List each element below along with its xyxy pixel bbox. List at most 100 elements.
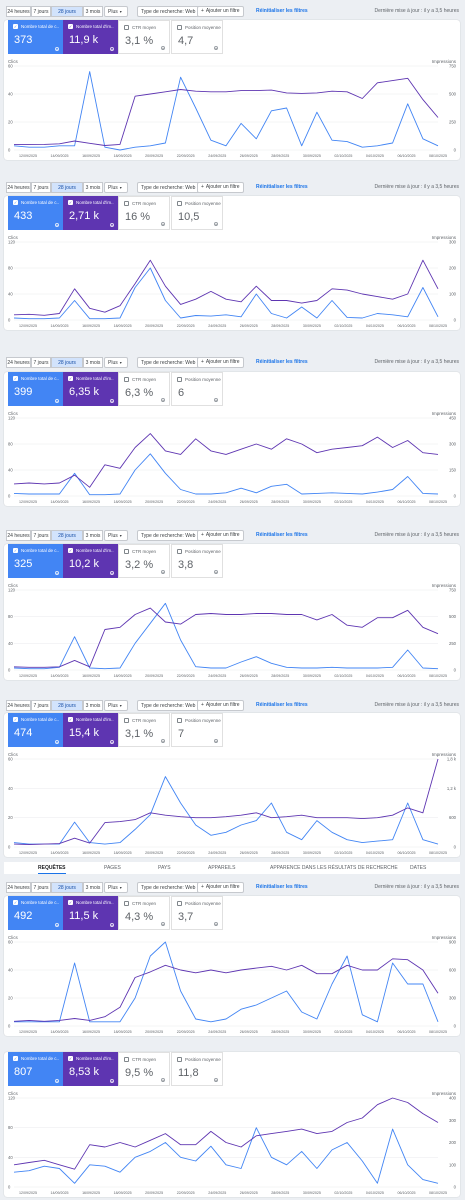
total-impressions-card[interactable]: ✓ Nombre total d'im... 11,9 k? xyxy=(63,20,118,54)
checkbox-icon[interactable] xyxy=(124,718,129,723)
average-ctr-card[interactable]: CTR moyen 6,3 %? xyxy=(118,372,170,406)
help-icon[interactable]: ? xyxy=(55,571,59,576)
help-icon[interactable]: ? xyxy=(161,46,165,51)
range-option-2[interactable]: 28 jours xyxy=(51,6,83,17)
average-position-card[interactable]: Position moyenne 10,5? xyxy=(171,196,223,230)
total-impressions-card[interactable]: ✓ Nombre total d'im... 10,2 k? xyxy=(63,544,118,578)
total-clicks-card[interactable]: ✓ Nombre total de c... 492? xyxy=(8,896,63,930)
more-ranges-button[interactable]: Plus ▾ xyxy=(104,6,128,17)
checkbox-icon[interactable]: ✓ xyxy=(68,717,73,722)
checkbox-icon[interactable]: ✓ xyxy=(68,200,73,205)
checkbox-icon[interactable]: ✓ xyxy=(68,376,73,381)
checkbox-icon[interactable]: ✓ xyxy=(13,24,18,29)
range-option-2[interactable]: 28 jours xyxy=(51,182,83,193)
tab-apparence[interactable]: APPARENCE DANS LES RÉSULTATS DE RECHERCH… xyxy=(270,865,398,871)
more-ranges-button[interactable]: Plus ▾ xyxy=(104,530,128,541)
average-ctr-card[interactable]: CTR moyen 4,3 %? xyxy=(118,896,170,930)
tab-pays[interactable]: PAYS xyxy=(158,865,171,871)
help-icon[interactable]: ? xyxy=(110,399,114,404)
range-option-2[interactable]: 28 jours xyxy=(51,357,83,368)
range-option-0[interactable]: 24 heures xyxy=(6,700,31,711)
search-type-filter[interactable]: Type de recherche: Web▾ xyxy=(137,530,204,541)
range-option-0[interactable]: 24 heures xyxy=(6,530,31,541)
help-icon[interactable]: ? xyxy=(214,46,218,51)
help-icon[interactable]: ? xyxy=(110,571,114,576)
range-option-1[interactable]: 7 jours xyxy=(31,700,51,711)
help-icon[interactable]: ? xyxy=(110,223,114,228)
average-position-card[interactable]: Position moyenne 11,8? xyxy=(171,1052,223,1086)
checkbox-icon[interactable] xyxy=(177,901,182,906)
help-icon[interactable]: ? xyxy=(55,47,59,52)
help-icon[interactable]: ? xyxy=(214,922,218,927)
average-ctr-card[interactable]: CTR moyen 3,1 %? xyxy=(118,20,170,54)
checkbox-icon[interactable] xyxy=(177,549,182,554)
reset-filters-link[interactable]: Réinitialiser les filtres xyxy=(256,359,308,365)
help-icon[interactable]: ? xyxy=(161,739,165,744)
add-filter-button[interactable]: + Ajouter un filtre xyxy=(197,530,244,541)
range-option-0[interactable]: 24 heures xyxy=(6,6,31,17)
checkbox-icon[interactable]: ✓ xyxy=(68,24,73,29)
checkbox-icon[interactable] xyxy=(177,718,182,723)
checkbox-icon[interactable] xyxy=(177,1057,182,1062)
help-icon[interactable]: ? xyxy=(55,923,59,928)
total-impressions-card[interactable]: ✓ Nombre total d'im... 2,71 k? xyxy=(63,196,118,230)
checkbox-icon[interactable]: ✓ xyxy=(13,1056,18,1061)
checkbox-icon[interactable] xyxy=(124,201,129,206)
search-type-filter[interactable]: Type de recherche: Web▾ xyxy=(137,182,204,193)
total-impressions-card[interactable]: ✓ Nombre total d'im... 11,5 k? xyxy=(63,896,118,930)
average-ctr-card[interactable]: CTR moyen 16 %? xyxy=(118,196,170,230)
reset-filters-link[interactable]: Réinitialiser les filtres xyxy=(256,884,308,890)
more-ranges-button[interactable]: Plus ▾ xyxy=(104,357,128,368)
more-ranges-button[interactable]: Plus ▾ xyxy=(104,700,128,711)
reset-filters-link[interactable]: Réinitialiser les filtres xyxy=(256,8,308,14)
range-option-0[interactable]: 24 heures xyxy=(6,882,31,893)
checkbox-icon[interactable] xyxy=(177,201,182,206)
checkbox-icon[interactable]: ✓ xyxy=(13,200,18,205)
more-ranges-button[interactable]: Plus ▾ xyxy=(104,182,128,193)
range-option-3[interactable]: 3 mois xyxy=(83,182,103,193)
total-clicks-card[interactable]: ✓ Nombre total de c... 373? xyxy=(8,20,63,54)
search-type-filter[interactable]: Type de recherche: Web▾ xyxy=(137,6,204,17)
range-option-1[interactable]: 7 jours xyxy=(31,6,51,17)
checkbox-icon[interactable]: ✓ xyxy=(13,548,18,553)
help-icon[interactable]: ? xyxy=(55,740,59,745)
range-option-1[interactable]: 7 jours xyxy=(31,357,51,368)
checkbox-icon[interactable] xyxy=(124,377,129,382)
range-option-1[interactable]: 7 jours xyxy=(31,182,51,193)
checkbox-icon[interactable] xyxy=(124,901,129,906)
checkbox-icon[interactable] xyxy=(177,25,182,30)
help-icon[interactable]: ? xyxy=(110,1079,114,1084)
tab-pages[interactable]: PAGES xyxy=(104,865,121,871)
help-icon[interactable]: ? xyxy=(214,222,218,227)
checkbox-icon[interactable] xyxy=(124,25,129,30)
help-icon[interactable]: ? xyxy=(214,1078,218,1083)
help-icon[interactable]: ? xyxy=(161,222,165,227)
help-icon[interactable]: ? xyxy=(55,1079,59,1084)
add-filter-button[interactable]: + Ajouter un filtre xyxy=(197,700,244,711)
range-option-0[interactable]: 24 heures xyxy=(6,182,31,193)
total-clicks-card[interactable]: ✓ Nombre total de c... 433? xyxy=(8,196,63,230)
range-option-1[interactable]: 7 jours xyxy=(31,530,51,541)
help-icon[interactable]: ? xyxy=(110,923,114,928)
total-impressions-card[interactable]: ✓ Nombre total d'im... 8,53 k? xyxy=(63,1052,118,1086)
range-option-2[interactable]: 28 jours xyxy=(51,882,83,893)
range-option-3[interactable]: 3 mois xyxy=(83,700,103,711)
total-clicks-card[interactable]: ✓ Nombre total de c... 807? xyxy=(8,1052,63,1086)
average-position-card[interactable]: Position moyenne 4,7? xyxy=(171,20,223,54)
range-option-1[interactable]: 7 jours xyxy=(31,882,51,893)
checkbox-icon[interactable] xyxy=(177,377,182,382)
reset-filters-link[interactable]: Réinitialiser les filtres xyxy=(256,702,308,708)
average-ctr-card[interactable]: CTR moyen 9,5 %? xyxy=(118,1052,170,1086)
checkbox-icon[interactable]: ✓ xyxy=(13,717,18,722)
total-clicks-card[interactable]: ✓ Nombre total de c... 325? xyxy=(8,544,63,578)
range-option-2[interactable]: 28 jours xyxy=(51,530,83,541)
range-option-3[interactable]: 3 mois xyxy=(83,882,103,893)
help-icon[interactable]: ? xyxy=(161,1078,165,1083)
search-type-filter[interactable]: Type de recherche: Web▾ xyxy=(137,882,204,893)
range-option-3[interactable]: 3 mois xyxy=(83,530,103,541)
help-icon[interactable]: ? xyxy=(161,398,165,403)
checkbox-icon[interactable]: ✓ xyxy=(68,548,73,553)
reset-filters-link[interactable]: Réinitialiser les filtres xyxy=(256,532,308,538)
reset-filters-link[interactable]: Réinitialiser les filtres xyxy=(256,184,308,190)
add-filter-button[interactable]: + Ajouter un filtre xyxy=(197,182,244,193)
